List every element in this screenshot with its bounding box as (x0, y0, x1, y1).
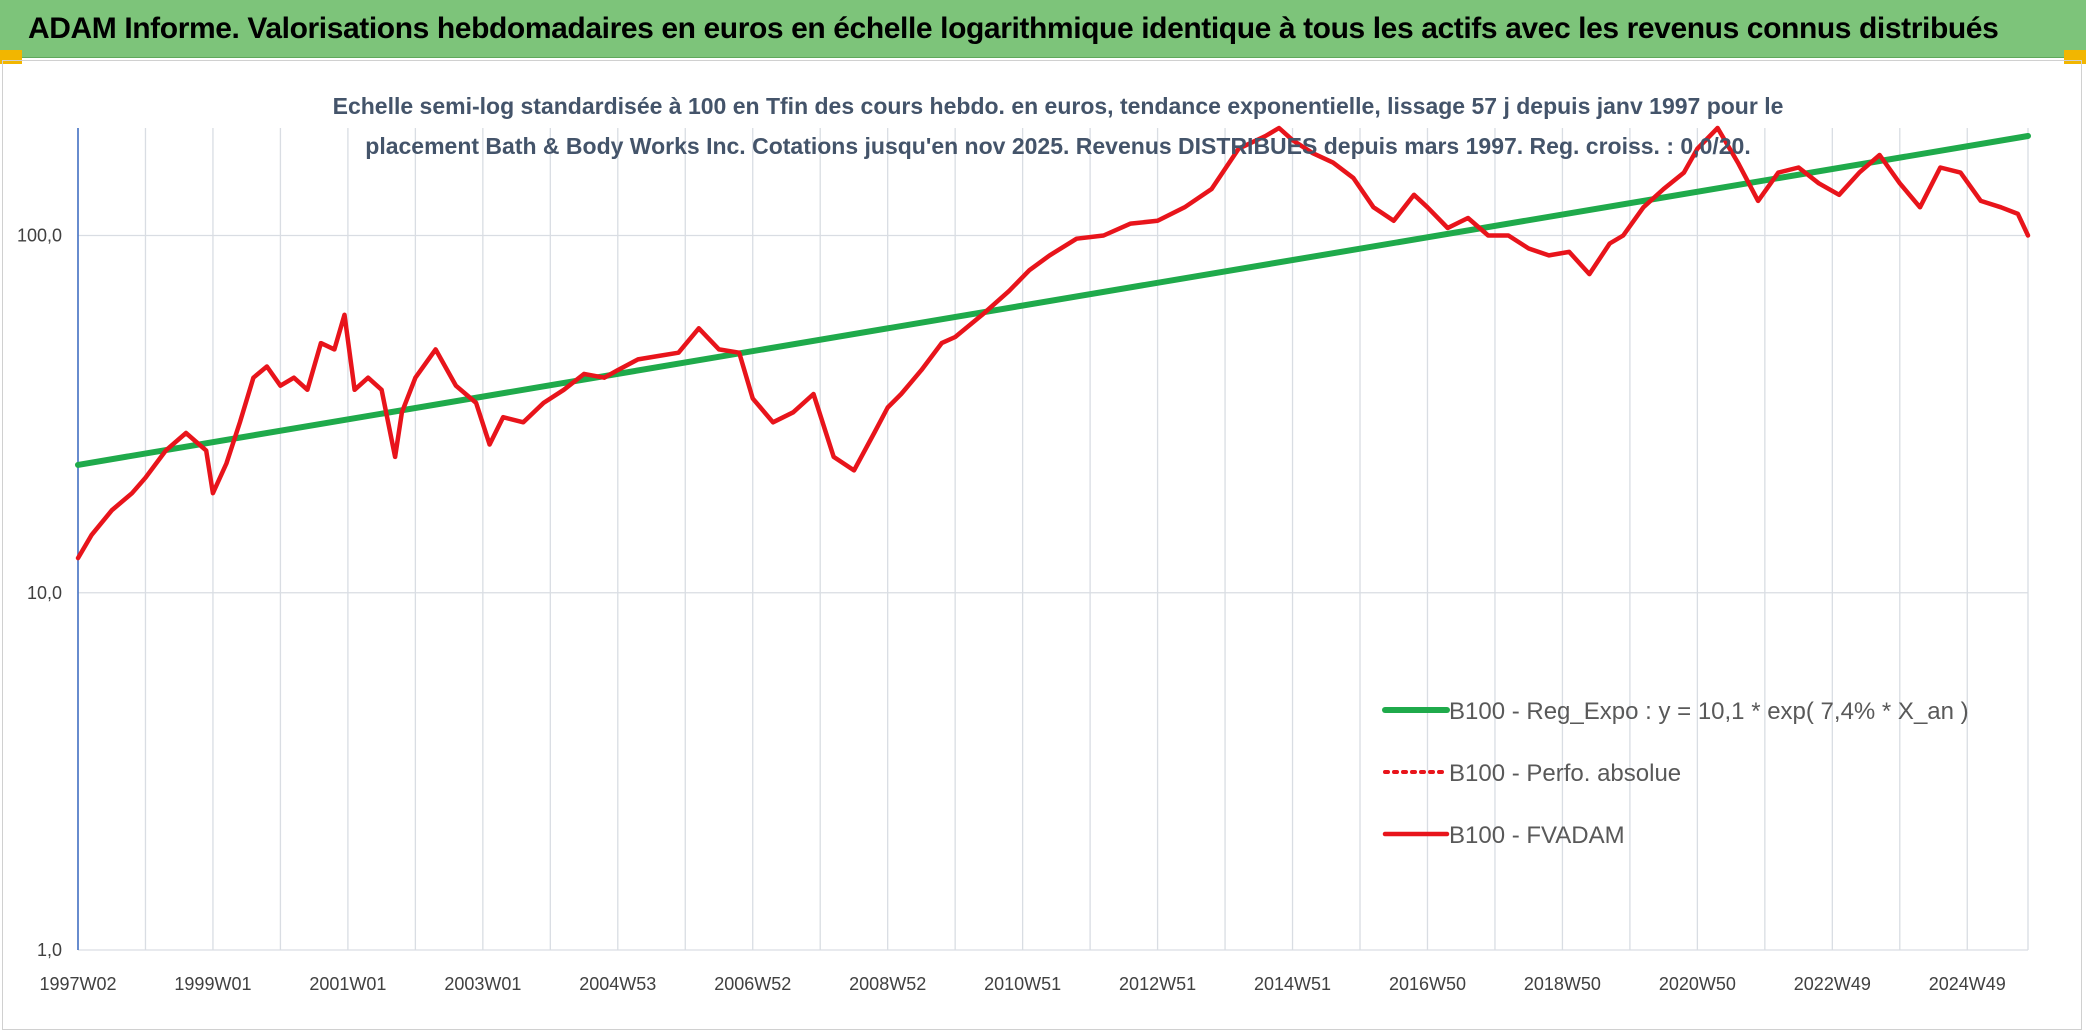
chart-subtitle: Echelle semi-log standardisée à 100 en T… (333, 93, 1784, 159)
tick-labels: 1,0 10,0 100,0 1997W02 1999W01 2001W01 2003W01… (17, 226, 2006, 994)
x-tick-label: 2010W51 (984, 974, 1061, 994)
x-tick-label: 1999W01 (174, 974, 251, 994)
x-tick-label: 2008W52 (849, 974, 926, 994)
chart-subtitle-line: placement Bath & Body Works Inc. Cotatio… (365, 133, 1750, 159)
x-tick-label: 1997W02 (39, 974, 116, 994)
x-tick-label: 2014W51 (1254, 974, 1331, 994)
series-lines (75, 125, 2031, 561)
legend-label: B100 - Perfo. absolue (1449, 760, 1681, 787)
x-tick-label: 2004W53 (579, 974, 656, 994)
x-tick-label: 2012W51 (1119, 974, 1196, 994)
chart-legend: B100 - Reg_Expo : y = 10,1 * exp( 7,4% *… (1382, 698, 1969, 849)
y-tick-label: 100,0 (17, 226, 62, 246)
x-tick-label: 2024W49 (1929, 974, 2006, 994)
trend-line (75, 133, 2031, 468)
report-title: ADAM Informe. Valorisations hebdomadaire… (28, 11, 1999, 45)
x-tick-label: 2001W01 (309, 974, 386, 994)
x-tick-label: 2020W50 (1659, 974, 1736, 994)
legend-label: B100 - Reg_Expo : y = 10,1 * exp( 7,4% *… (1449, 698, 1969, 725)
chart-frame (2, 60, 2082, 1030)
y-tick-label: 10,0 (27, 583, 62, 603)
x-tick-label: 2018W50 (1524, 974, 1601, 994)
x-tick-label: 2022W49 (1794, 974, 1871, 994)
fvadam-line (75, 125, 2031, 561)
legend-label: B100 - FVADAM (1449, 822, 1625, 849)
chart-subtitle-line: Echelle semi-log standardisée à 100 en T… (333, 93, 1784, 119)
x-tick-label: 2003W01 (444, 974, 521, 994)
y-tick-label: 1,0 (37, 940, 62, 960)
report-banner: ADAM Informe. Valorisations hebdomadaire… (0, 0, 2086, 58)
x-tick-label: 2006W52 (714, 974, 791, 994)
x-tick-label: 2016W50 (1389, 974, 1466, 994)
